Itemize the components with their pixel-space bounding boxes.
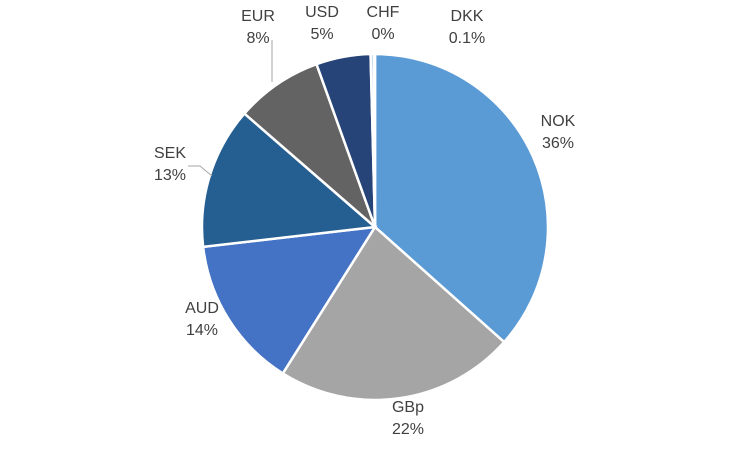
pie-slice-dkk	[372, 52, 377, 228]
data-label-usd: USD 5%	[305, 4, 339, 43]
data-label-chf: CHF 0%	[367, 4, 400, 43]
data-label-dkk: DKK 0.1%	[449, 8, 485, 47]
data-label-category: DKK	[451, 8, 484, 25]
pie-slice-eur	[242, 62, 378, 232]
data-label-category: CHF	[367, 4, 400, 21]
leader-line-sek	[188, 165, 213, 177]
data-label-percent: 0.1%	[449, 30, 485, 47]
data-label-nok: NOK 36%	[541, 113, 576, 152]
data-label-aud: AUD 14%	[185, 300, 219, 339]
data-label-category: SEK	[154, 145, 186, 162]
data-label-category: USD	[305, 4, 339, 21]
pie-slices	[200, 52, 550, 402]
data-label-percent: 22%	[392, 421, 424, 438]
data-label-category: AUD	[185, 300, 219, 317]
pie-slice-nok	[373, 52, 550, 344]
data-label-percent: 13%	[154, 167, 186, 184]
data-label-percent: 8%	[246, 30, 269, 47]
data-label-percent: 0%	[371, 26, 394, 43]
data-label-category: GBp	[392, 399, 424, 416]
data-label-gbp: GBp 22%	[392, 399, 424, 438]
pie-slice-sek	[200, 111, 378, 249]
data-label-percent: 14%	[186, 322, 218, 339]
data-label-percent: 5%	[310, 26, 333, 43]
data-label-percent: 36%	[542, 135, 574, 152]
pie-slice-gbp	[281, 225, 506, 402]
pie-slice-aud	[201, 225, 378, 376]
data-label-eur: EUR 8%	[241, 8, 275, 47]
data-label-sek: SEK 13%	[154, 145, 186, 184]
data-label-category: EUR	[241, 8, 275, 25]
data-label-category: NOK	[541, 113, 576, 130]
